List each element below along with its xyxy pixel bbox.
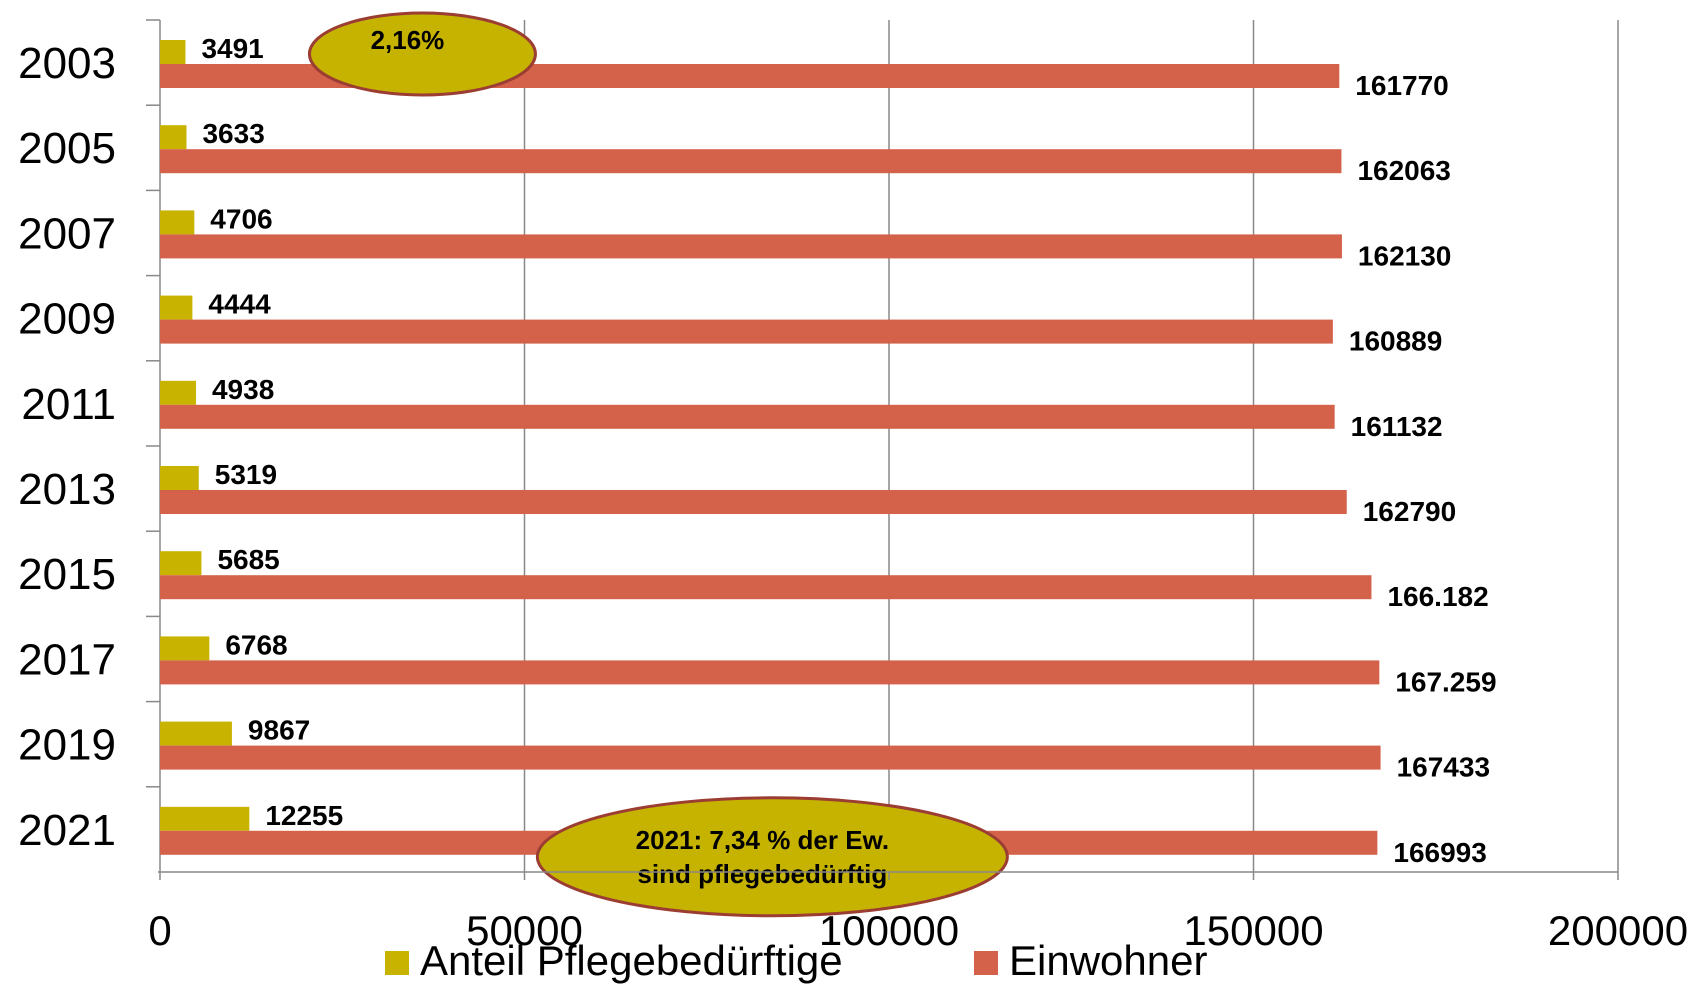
bar-einwohner [160, 404, 1335, 429]
data-label-anteil: 5319 [215, 459, 277, 490]
legend-label-anteil: Anteil Pflegebedürftige [420, 937, 843, 984]
data-label-einwohner: 161132 [1351, 411, 1443, 442]
bar-anteil-pflegebeduerftige [160, 40, 186, 64]
y-tick-label: 2011 [21, 380, 116, 429]
data-label-einwohner: 167.259 [1395, 666, 1496, 697]
legend: Anteil Pflegebedürftige Einwohner [385, 937, 1207, 984]
data-label-anteil: 6768 [225, 629, 287, 660]
bar-anteil-pflegebeduerftige [160, 380, 196, 405]
bar-anteil-pflegebeduerftige [160, 210, 195, 235]
bar-einwohner [160, 319, 1333, 344]
data-label-anteil: 4938 [212, 374, 274, 405]
data-label-einwohner: 162130 [1358, 240, 1451, 271]
bar-einwohner [160, 490, 1347, 514]
bar-einwohner [160, 745, 1381, 770]
data-label-anteil: 5685 [217, 544, 279, 575]
bars [160, 40, 1381, 855]
bar-anteil-pflegebeduerftige [160, 125, 187, 150]
data-label-einwohner: 161770 [1355, 70, 1448, 101]
y-tick-label: 2005 [18, 124, 116, 173]
y-tick-label: 2017 [18, 635, 116, 684]
data-label-einwohner: 166.182 [1387, 581, 1488, 612]
y-tick-label: 2013 [18, 465, 116, 514]
legend-label-einwohner: Einwohner [1009, 937, 1207, 984]
x-axis: 0 50000 100000 150000 200000 [148, 871, 1688, 954]
gridlines [523, 20, 1619, 872]
data-label-einwohner: 160889 [1349, 326, 1442, 357]
data-label-einwohner: 167433 [1397, 752, 1490, 783]
x-tick-label: 150000 [1183, 907, 1323, 954]
data-labels: 3491 161770 3633 162063 4706 162130 4444 160889… [201, 33, 1496, 868]
bar-einwohner [160, 660, 1380, 685]
data-label-anteil: 9867 [248, 715, 310, 746]
y-tick-label: 2021 [18, 806, 116, 855]
annotation-text: sind pflegebedürftig [637, 859, 887, 889]
annotation-text: 2,16% [371, 25, 445, 55]
data-label-einwohner: 166993 [1393, 837, 1486, 868]
y-tick-label: 2009 [18, 295, 116, 344]
x-tick-label: 50000 [466, 907, 583, 954]
data-label-anteil: 4444 [208, 289, 271, 320]
data-label-anteil: 12255 [265, 800, 343, 831]
bar-anteil-pflegebeduerftige [160, 721, 232, 746]
annotations: 2,16% 2021: 7,34 % der Ew. sind pflegebedü… [307, 11, 1009, 918]
bar-anteil-pflegebeduerftige [160, 466, 199, 490]
y-axis: 2003 2005 2007 2009 2011 2013 2015 2017 2019 2021 [18, 19, 161, 872]
data-label-anteil: 3491 [201, 33, 263, 64]
legend-swatch-anteil [385, 951, 409, 975]
bar-einwohner [160, 234, 1342, 259]
y-tick-label: 2003 [18, 39, 116, 88]
x-tick-label: 0 [148, 907, 171, 954]
annotation-ellipse [307, 11, 537, 97]
y-tick-label: 2007 [18, 209, 116, 258]
x-tick-label: 200000 [1548, 907, 1688, 954]
y-tick-label: 2019 [18, 721, 116, 770]
bar-einwohner [160, 149, 1342, 174]
data-label-einwohner: 162063 [1357, 155, 1450, 186]
bar-einwohner [160, 575, 1372, 600]
data-label-anteil: 4706 [210, 203, 272, 234]
annotation-text: 2021: 7,34 % der Ew. [636, 825, 889, 855]
bar-anteil-pflegebeduerftige [160, 636, 210, 661]
legend-swatch-einwohner [974, 951, 998, 975]
y-tick-label: 2015 [18, 550, 116, 599]
data-label-anteil: 3633 [202, 118, 264, 149]
data-label-einwohner: 162790 [1363, 496, 1456, 527]
annotation-ellipse [535, 796, 1009, 918]
bar-anteil-pflegebeduerftige [160, 806, 250, 831]
bar-anteil-pflegebeduerftige [160, 295, 193, 320]
bar-anteil-pflegebeduerftige [160, 551, 202, 576]
x-tick-label: 100000 [819, 907, 959, 954]
